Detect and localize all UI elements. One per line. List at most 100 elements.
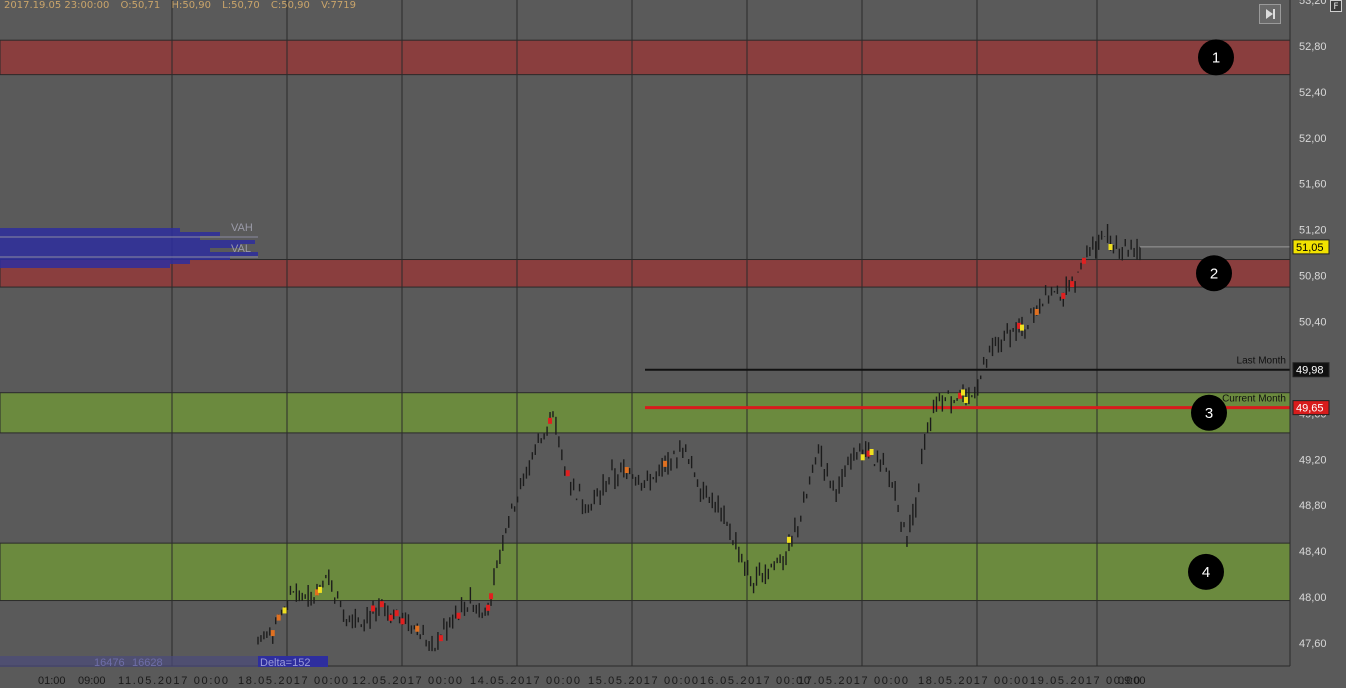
volume-cluster-mark xyxy=(624,467,629,474)
volume-cluster-mark xyxy=(379,601,384,608)
zone-badge-label: 4 xyxy=(1202,564,1210,581)
x-tick-label: 17.05.2017 00:00 xyxy=(798,675,908,687)
ohlc-close: C:50,90 xyxy=(270,0,310,11)
y-tick-label: 50,80 xyxy=(1299,271,1327,283)
volume-cluster-mark xyxy=(866,450,871,457)
x-tick-label: 12.05.2017 00:00 xyxy=(352,675,462,687)
volume-cluster-mark xyxy=(489,593,494,600)
volume-profile-bar xyxy=(0,244,240,248)
volume-cluster-mark xyxy=(565,470,570,477)
delta-footer-bar xyxy=(258,656,328,667)
volume-cluster-mark xyxy=(371,605,376,612)
volume-cluster-mark xyxy=(388,614,393,621)
ohlc-low: L:50,70 xyxy=(222,0,260,11)
ohlc-volume: V:7719 xyxy=(321,0,356,11)
volume-cluster-mark xyxy=(1070,281,1075,288)
volume-cluster-mark xyxy=(663,460,668,467)
x-tick-label: 01:00 xyxy=(38,675,66,687)
volume-cluster-mark xyxy=(958,392,963,399)
volume-cluster-mark xyxy=(282,607,287,614)
volume-left-label: 16476 xyxy=(94,657,125,669)
price-tag-label: 49,65 xyxy=(1296,403,1324,415)
zone-badge-1 xyxy=(1198,39,1234,76)
x-tick-label: 09:00 xyxy=(78,675,106,687)
x-tick-label: 18.05.2017 00:00 xyxy=(238,675,348,687)
volume-profile-bar xyxy=(0,248,210,252)
y-tick-label: 50,40 xyxy=(1299,317,1327,329)
x-axis-panel xyxy=(0,666,1290,688)
level-name: Last Month xyxy=(1237,356,1286,367)
volume-cluster-mark xyxy=(786,536,791,543)
y-axis-panel xyxy=(1290,0,1346,688)
volume-profile-bar xyxy=(0,236,200,240)
x-tick-label: 16.05.2017 00:00 xyxy=(700,675,810,687)
zone-badge-4 xyxy=(1188,553,1224,590)
volume-cluster-mark xyxy=(415,625,420,632)
volume-profile-bar xyxy=(0,260,190,264)
delta-label: Delta=152 xyxy=(260,657,310,669)
corner-button[interactable]: F xyxy=(1330,0,1342,12)
volume-cluster-mark xyxy=(394,610,399,617)
volume-cluster-mark xyxy=(869,448,874,455)
y-tick-label: 48,80 xyxy=(1299,500,1327,512)
y-tick-label: 52,80 xyxy=(1299,41,1327,53)
volume-cluster-mark xyxy=(548,417,553,424)
x-tick-label: 18.05.2017 00:00 xyxy=(918,675,1028,687)
y-tick-label: 49,20 xyxy=(1299,454,1327,466)
price-tag xyxy=(1292,400,1330,416)
val-label: VAL xyxy=(231,243,251,255)
volume-cluster-mark xyxy=(486,604,491,611)
volume-cluster-mark xyxy=(400,618,405,625)
y-tick-label: 48,40 xyxy=(1299,546,1327,558)
x-tick-label: 11.05.2017 00:00 xyxy=(118,675,228,687)
volume-cluster-mark xyxy=(1108,244,1113,251)
price-tag xyxy=(1292,239,1330,255)
volume-cluster-mark xyxy=(456,612,461,619)
volume-footer-bar xyxy=(0,656,258,667)
ohlc-high: H:50,90 xyxy=(171,0,211,11)
volume-cluster-mark xyxy=(961,389,966,396)
price-tag-label: 51,05 xyxy=(1296,242,1324,254)
volume-cluster-mark xyxy=(860,454,865,461)
volume-cluster-mark xyxy=(317,586,322,593)
volume-cluster-mark xyxy=(1081,257,1086,264)
y-tick-label: 47,60 xyxy=(1299,638,1327,650)
y-tick-label: 51,60 xyxy=(1299,179,1327,191)
zone-badge-label: 2 xyxy=(1210,265,1218,282)
volume-cluster-mark xyxy=(1061,292,1066,299)
volume-profile-bar xyxy=(0,240,255,244)
volume-cluster-mark xyxy=(314,589,319,596)
x-tick-label: 14.05.2017 00:00 xyxy=(470,675,580,687)
zone-badge-2 xyxy=(1196,255,1232,292)
zone-1 xyxy=(0,39,1291,76)
scroll-to-end-button[interactable] xyxy=(1259,4,1281,24)
volume-profile-bar xyxy=(0,256,230,260)
vah-label: VAH xyxy=(231,222,253,234)
volume-cluster-mark xyxy=(1020,324,1025,331)
ohlc-open: O:50,71 xyxy=(120,0,161,11)
price-tag xyxy=(1292,362,1330,378)
y-tick-label: 51,20 xyxy=(1299,225,1327,237)
volume-profile-bar xyxy=(0,252,258,256)
zone-badge-label: 3 xyxy=(1205,405,1213,422)
volume-cluster-mark xyxy=(276,614,281,621)
volume-cluster-mark xyxy=(1017,322,1022,329)
price-tag-label: 49,98 xyxy=(1296,365,1324,377)
zone-badge-3 xyxy=(1191,394,1227,431)
zone-3 xyxy=(0,392,1291,434)
volume-cluster-mark xyxy=(963,396,968,403)
zone-badge-label: 1 xyxy=(1212,49,1220,66)
volume-profile-bar xyxy=(0,228,180,232)
level-name: Current Month xyxy=(1222,394,1286,405)
volume-cluster-mark xyxy=(1034,308,1039,315)
volume-profile-bar xyxy=(0,232,220,236)
x-tick-label: 09:00 xyxy=(1118,675,1146,687)
ohlc-datetime: 2017.19.05 23:00:00 xyxy=(4,0,110,11)
ohlc-readout: 2017.19.05 23:00:00 O:50,71 H:50,90 L:50… xyxy=(4,0,364,11)
y-tick-label: 48,00 xyxy=(1299,592,1327,604)
y-tick-label: 53,20 xyxy=(1299,0,1327,7)
volume-cluster-mark xyxy=(438,635,443,642)
y-tick-label: 52,40 xyxy=(1299,87,1327,99)
skip-end-icon xyxy=(1266,9,1275,19)
